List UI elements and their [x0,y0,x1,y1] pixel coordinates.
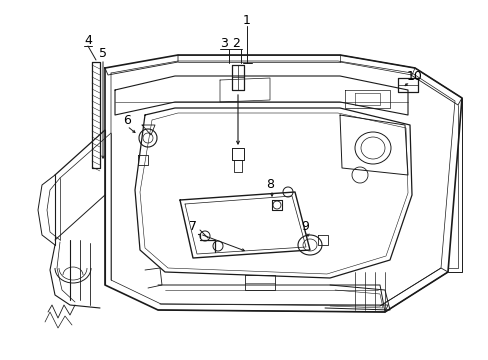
Text: 9: 9 [301,220,308,233]
Text: 3: 3 [220,36,227,50]
Text: 5: 5 [99,46,107,59]
Text: 7: 7 [189,220,197,233]
Text: 2: 2 [232,36,240,50]
Text: 4: 4 [84,33,92,46]
Text: 1: 1 [243,14,250,27]
Text: 10: 10 [406,69,422,82]
Text: 6: 6 [123,113,131,126]
Text: 8: 8 [265,177,273,190]
